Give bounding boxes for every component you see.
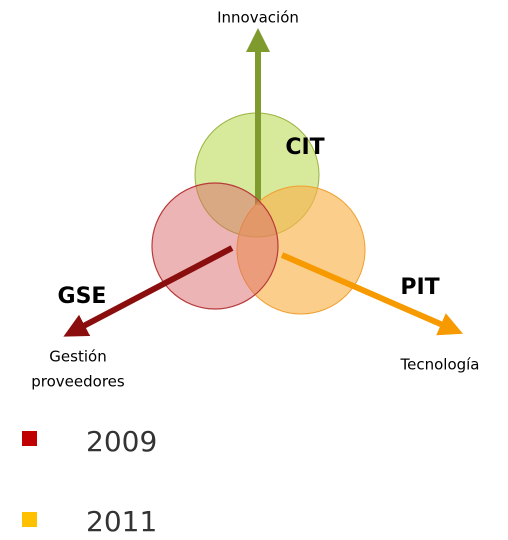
- technology-arrow: [280, 252, 464, 336]
- node-label: CIT: [285, 135, 324, 160]
- legend-swatch: [22, 512, 37, 527]
- supplier-arrow: [63, 245, 234, 337]
- legend-label: 2009: [86, 425, 157, 458]
- node-label: PIT: [400, 275, 439, 300]
- legend-swatch: [22, 431, 37, 446]
- gse-circle: [151, 182, 279, 310]
- axis-label: Gestión: [49, 348, 106, 366]
- axis-label: Tecnología: [400, 356, 480, 374]
- axis-label: Innovación: [217, 9, 299, 27]
- node-label: GSE: [58, 284, 107, 309]
- axis-label: proveedores: [31, 373, 125, 391]
- legend-label: 2011: [86, 505, 157, 538]
